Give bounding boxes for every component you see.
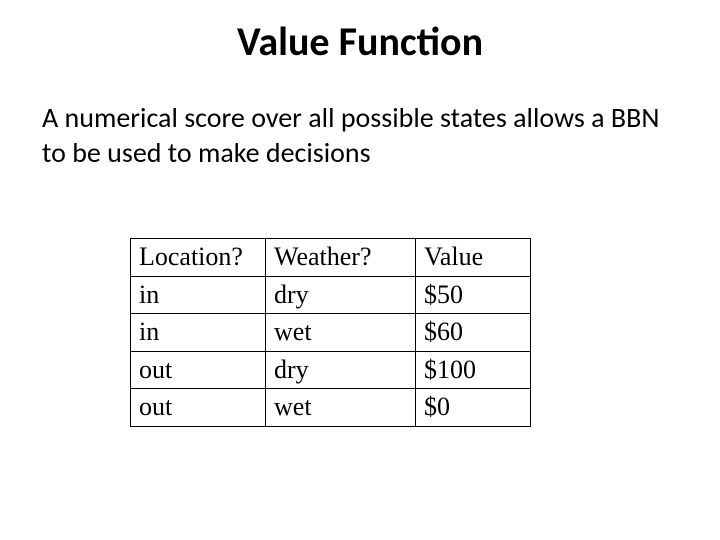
table-cell: out xyxy=(131,389,266,427)
table-cell: $0 xyxy=(416,389,531,427)
slide-title: Value Function xyxy=(0,20,720,64)
table-row: in wet $60 xyxy=(131,314,531,352)
table-cell: dry xyxy=(266,276,416,314)
table-cell: out xyxy=(131,351,266,389)
table-cell: $50 xyxy=(416,276,531,314)
table-header-cell: Weather? xyxy=(266,239,416,277)
table-header-row: Location? Weather? Value xyxy=(131,239,531,277)
value-table: Location? Weather? Value in dry $50 in w… xyxy=(130,238,531,427)
table-cell: $100 xyxy=(416,351,531,389)
slide-body-text: A numerical score over all possible stat… xyxy=(42,100,672,170)
table-cell: in xyxy=(131,276,266,314)
table-row: in dry $50 xyxy=(131,276,531,314)
table-header-cell: Value xyxy=(416,239,531,277)
table-header-cell: Location? xyxy=(131,239,266,277)
slide: Value Function A numerical score over al… xyxy=(0,0,720,540)
table-cell: in xyxy=(131,314,266,352)
table-cell: $60 xyxy=(416,314,531,352)
table-cell: dry xyxy=(266,351,416,389)
value-table-container: Location? Weather? Value in dry $50 in w… xyxy=(130,238,531,427)
table-cell: wet xyxy=(266,389,416,427)
table-cell: wet xyxy=(266,314,416,352)
table-row: out wet $0 xyxy=(131,389,531,427)
table-row: out dry $100 xyxy=(131,351,531,389)
